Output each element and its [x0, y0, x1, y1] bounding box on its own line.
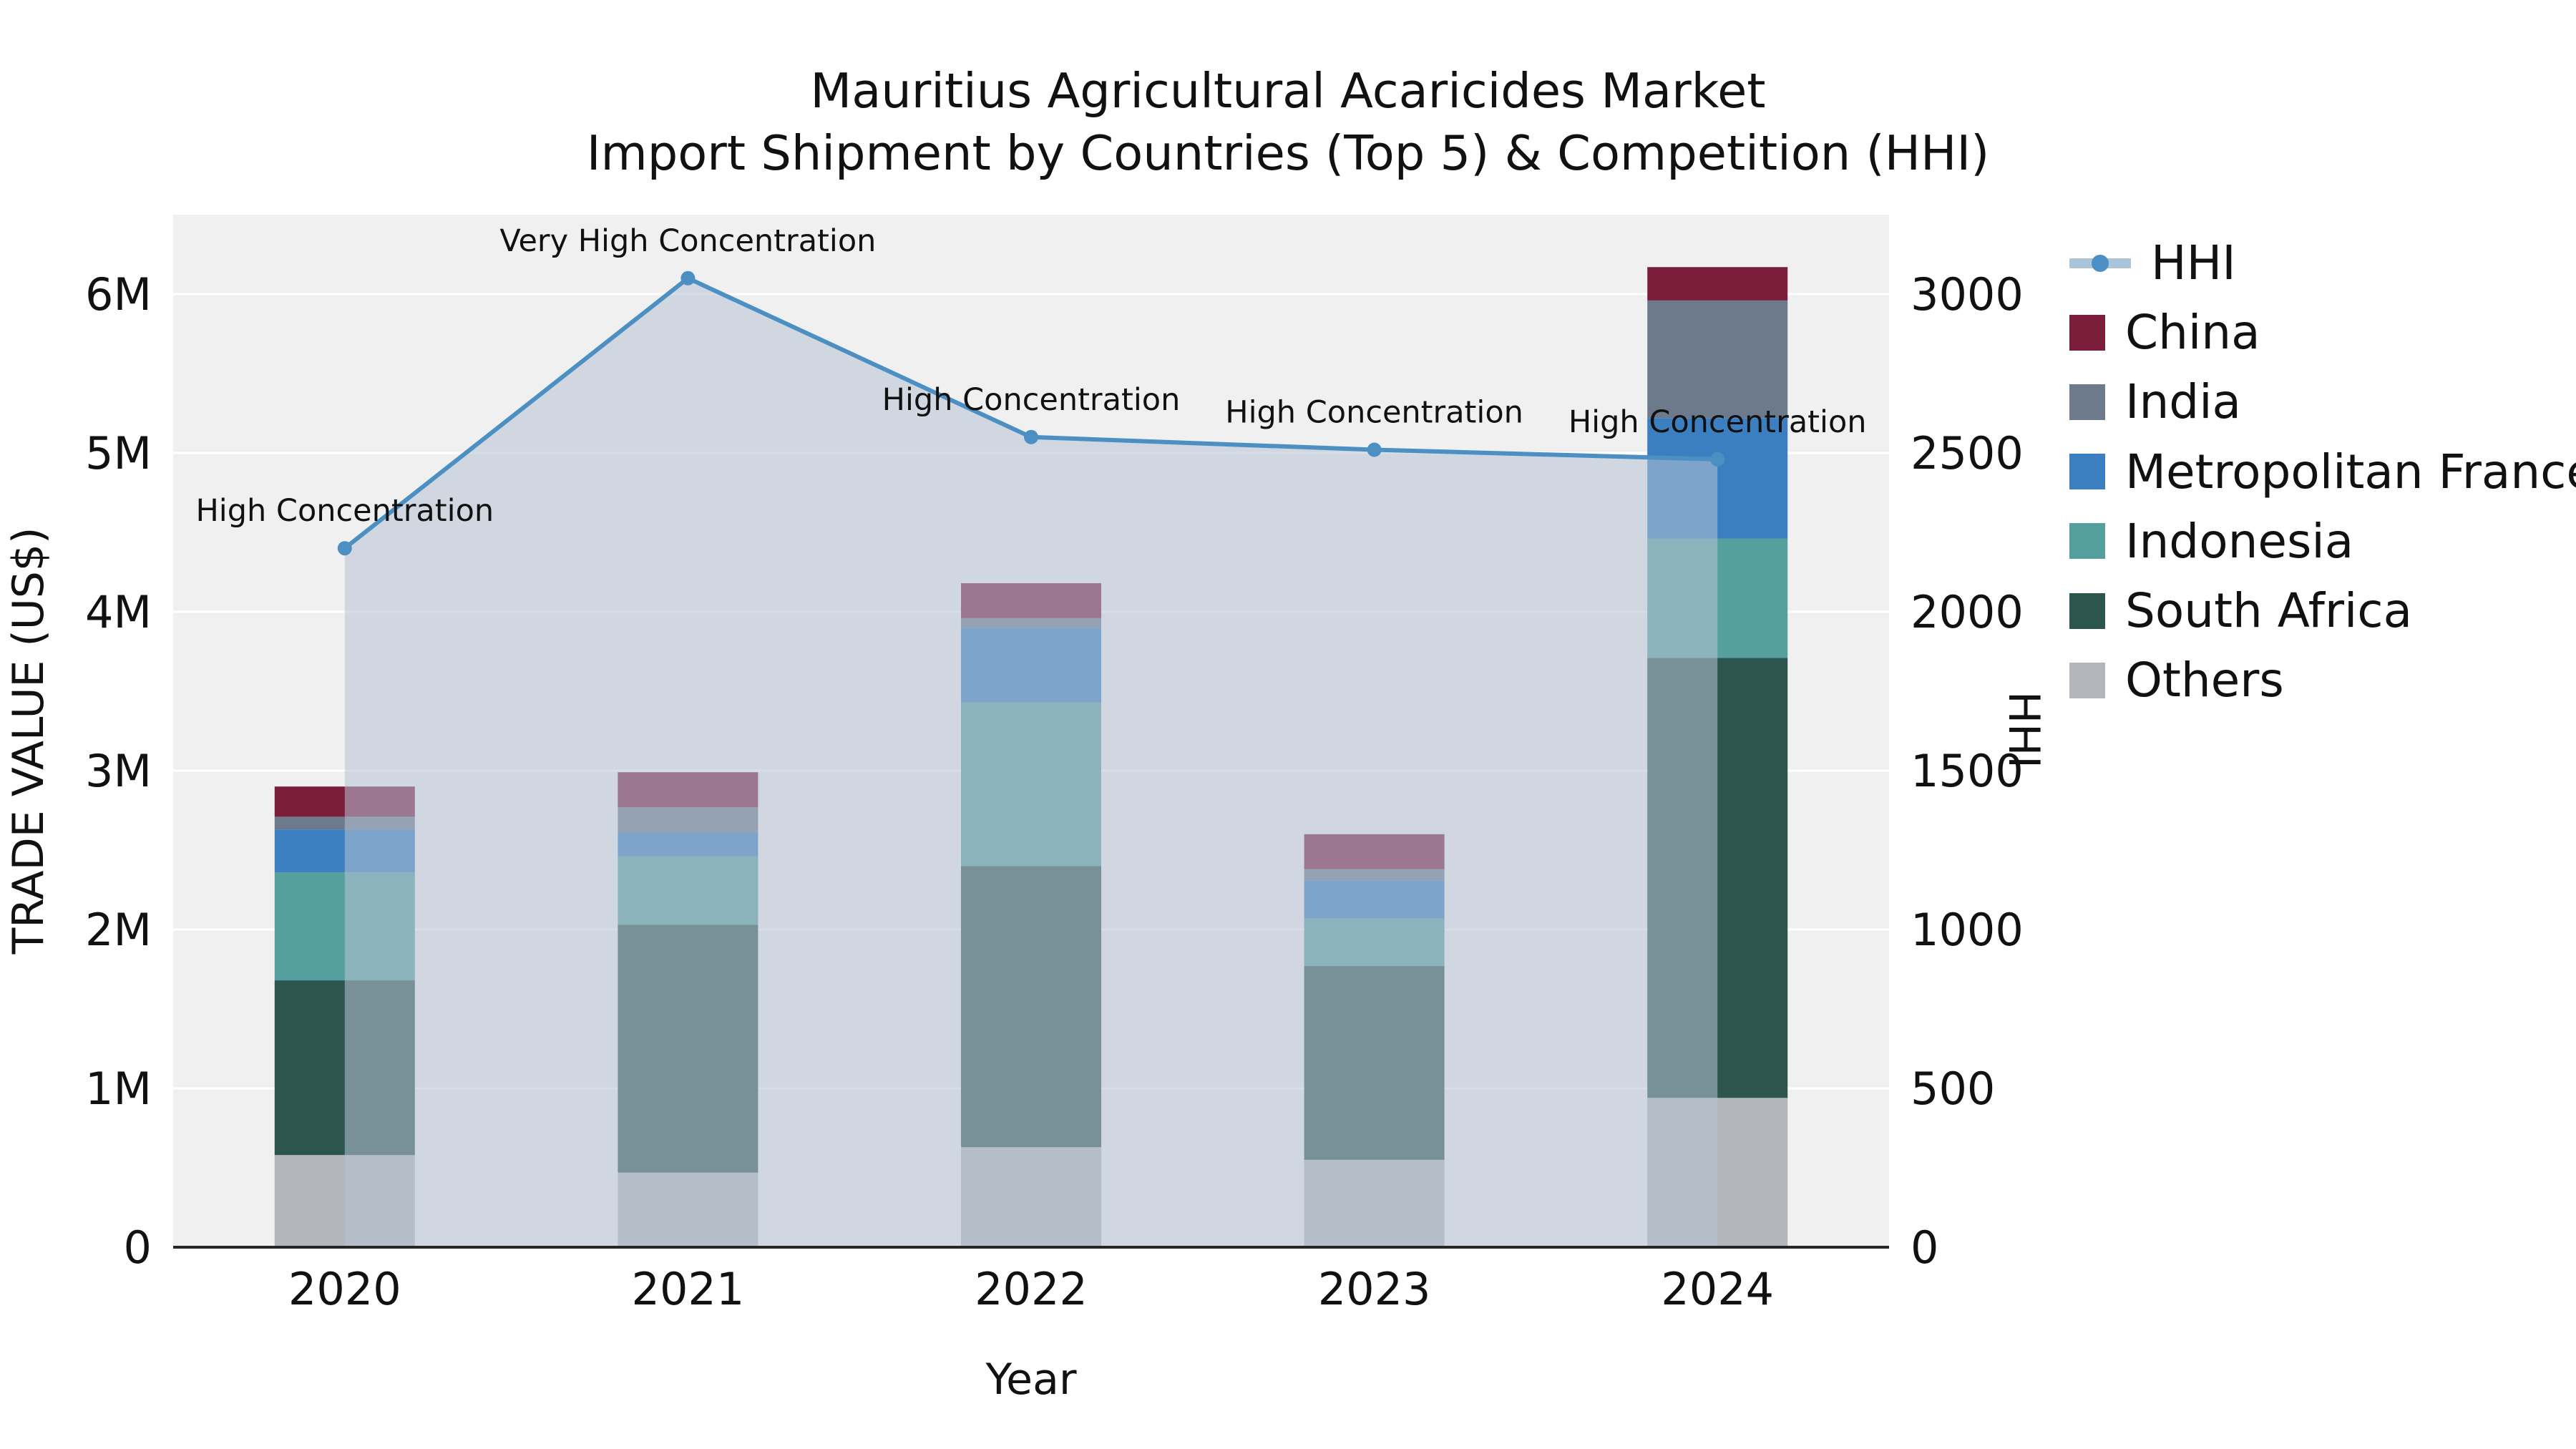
hhi-marker-2023 [1367, 442, 1382, 457]
hhi-area-fill [344, 278, 1718, 1247]
x-tick-label-2022: 2022 [975, 1263, 1088, 1315]
right-tick-label-500: 500 [1911, 1063, 1995, 1115]
right-tick-label-3000: 3000 [1911, 268, 2024, 321]
legend-item-metropolitan-france: Metropolitan France [2069, 444, 2576, 500]
legend-color-swatch-icon [2069, 384, 2105, 420]
x-tick-label-2021: 2021 [632, 1263, 745, 1315]
left-tick-label-6M: 6M [85, 268, 152, 321]
legend-color-swatch-icon [2069, 523, 2105, 560]
right-tick-label-0: 0 [1911, 1221, 1938, 1274]
annotation-2023: High Concentration [1225, 395, 1523, 431]
annotation-2020: High Concentration [195, 493, 494, 529]
legend-label: Indonesia [2125, 513, 2354, 569]
legend-label: India [2125, 374, 2241, 430]
legend-label: HHI [2151, 235, 2236, 291]
hhi-marker-2024 [1710, 452, 1725, 467]
legend-color-swatch-icon [2069, 662, 2105, 698]
legend-item-hhi: HHI [2069, 235, 2576, 291]
chart-title: Mauritius Agricultural Acaricides Market… [0, 60, 2576, 185]
legend-item-india: India [2069, 374, 2576, 430]
right-tick-label-2500: 2500 [1911, 427, 2024, 479]
right-tick-label-2000: 2000 [1911, 586, 2024, 638]
legend-label: China [2125, 305, 2260, 361]
chart-title-line1: Mauritius Agricultural Acaricides Market [810, 63, 1766, 119]
x-axis-title: Year [985, 1355, 1077, 1405]
legend-label: Metropolitan France [2125, 444, 2576, 499]
hhi-marker-2022 [1024, 429, 1038, 444]
legend-line-swatch-icon [2069, 254, 2131, 272]
left-tick-label-0: 0 [124, 1221, 152, 1274]
legend-color-swatch-icon [2069, 454, 2105, 490]
legend-item-china: China [2069, 304, 2576, 361]
left-tick-label-2M: 2M [85, 904, 152, 956]
hhi-marker-2021 [680, 270, 696, 286]
legend: HHI China India Metropolitan France Indonesi… [2069, 235, 2576, 708]
bar-segment-china-2024 [1647, 267, 1788, 301]
hhi-marker-2020 [337, 541, 352, 556]
x-tick-label-2024: 2024 [1661, 1263, 1774, 1315]
bar-segment-india-2024 [1647, 300, 1788, 419]
chart-title-line2: Import Shipment by Countries (Top 5) & C… [586, 125, 1990, 182]
annotation-2021: Very High Concentration [499, 223, 876, 259]
legend-item-south-africa: South Africa [2069, 582, 2576, 639]
x-tick-label-2023: 2023 [1318, 1263, 1431, 1315]
legend-color-swatch-icon [2069, 592, 2105, 629]
x-tick-label-2020: 2020 [288, 1263, 401, 1315]
legend-item-others: Others [2069, 652, 2576, 708]
left-tick-label-5M: 5M [85, 427, 152, 479]
left-tick-label-3M: 3M [85, 745, 152, 797]
legend-label: South Africa [2125, 582, 2413, 638]
legend-marker-dot-icon [2092, 254, 2109, 272]
legend-label: Others [2125, 653, 2284, 708]
right-tick-label-1000: 1000 [1911, 904, 2024, 956]
annotation-2024: High Concentration [1568, 404, 1867, 440]
annotation-2022: High Concentration [882, 382, 1181, 418]
legend-color-swatch-icon [2069, 314, 2105, 351]
right-tick-label-1500: 1500 [1911, 745, 2024, 797]
left-tick-label-4M: 4M [85, 586, 152, 638]
left-tick-label-1M: 1M [85, 1063, 152, 1115]
legend-item-indonesia: Indonesia [2069, 513, 2576, 570]
